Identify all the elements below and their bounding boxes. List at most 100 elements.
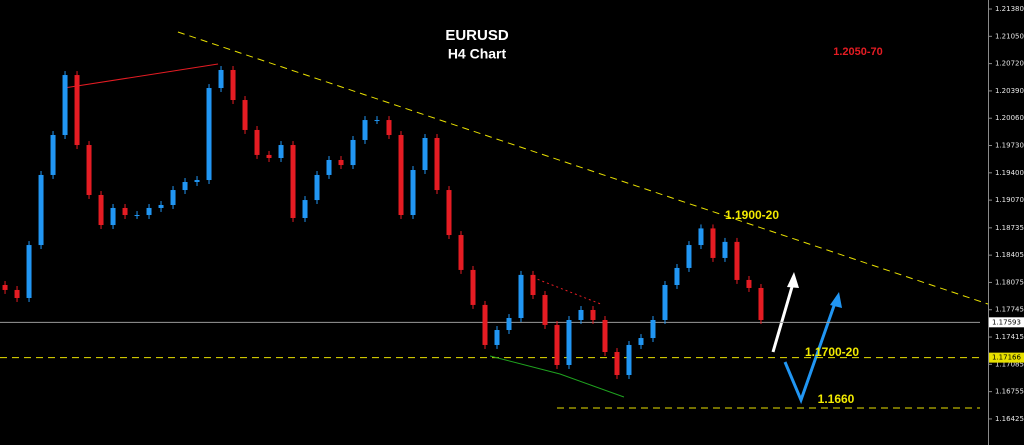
candle-body bbox=[698, 228, 704, 246]
candle-body bbox=[14, 289, 20, 298]
candle-body bbox=[314, 174, 320, 201]
arrows bbox=[771, 272, 842, 405]
candle-body bbox=[62, 75, 68, 136]
candle-body bbox=[38, 174, 44, 246]
candle-body bbox=[458, 235, 464, 270]
candle-body bbox=[566, 319, 572, 366]
y-tick-label: 1.17085 bbox=[995, 360, 1024, 368]
y-tick-label: 1.16755 bbox=[995, 388, 1024, 396]
blue-arrow bbox=[783, 299, 838, 405]
candle-body bbox=[170, 190, 176, 206]
candle-body bbox=[2, 285, 8, 290]
candle-body bbox=[398, 135, 404, 216]
candle-body bbox=[386, 120, 392, 136]
candle-body bbox=[554, 324, 560, 366]
candle-body bbox=[290, 145, 296, 218]
y-tick-label: 1.21380 bbox=[995, 5, 1024, 13]
y-tick-label: 1.19070 bbox=[995, 196, 1024, 204]
trend-line bbox=[532, 277, 603, 305]
y-tick-label: 1.20060 bbox=[995, 114, 1024, 122]
candle-body bbox=[122, 207, 128, 216]
candle-body bbox=[626, 344, 632, 376]
annotation: 1.1700-20 bbox=[805, 345, 859, 359]
y-tick-label: 1.19730 bbox=[995, 142, 1024, 150]
candle-body bbox=[494, 330, 500, 345]
candle-body bbox=[26, 245, 32, 298]
candle-body bbox=[590, 309, 596, 320]
candle-body bbox=[734, 241, 740, 280]
price-marker-label: 1.17166 bbox=[992, 354, 1021, 362]
chart-title: EURUSD bbox=[445, 27, 509, 44]
candle-body bbox=[686, 245, 692, 268]
annotation: 1.1900-20 bbox=[725, 208, 779, 222]
candle-body bbox=[134, 215, 140, 217]
candle-body bbox=[578, 309, 584, 320]
white-arrowhead bbox=[787, 272, 799, 288]
y-tick-label: 1.17745 bbox=[995, 306, 1024, 314]
candle-body bbox=[326, 159, 332, 175]
candle-body bbox=[758, 287, 764, 320]
candle-body bbox=[278, 145, 284, 159]
chart-subtitle: H4 Chart bbox=[448, 46, 507, 62]
candle-body bbox=[518, 274, 524, 319]
candle-body bbox=[350, 139, 356, 166]
y-tick-label: 1.18405 bbox=[995, 251, 1024, 259]
candle-body bbox=[230, 69, 236, 101]
candle-body bbox=[638, 338, 644, 345]
candle-body bbox=[506, 318, 512, 331]
candle-body bbox=[50, 135, 56, 175]
candle-body bbox=[110, 207, 116, 226]
trend-line bbox=[63, 63, 219, 89]
candle-body bbox=[482, 304, 488, 345]
candle-body bbox=[182, 182, 188, 191]
y-tick-label: 1.16425 bbox=[995, 415, 1024, 423]
candle-body bbox=[542, 295, 548, 325]
price-marker-box bbox=[989, 317, 1024, 328]
blue-arrowhead bbox=[830, 292, 842, 308]
candle-body bbox=[662, 285, 668, 320]
y-tick-label: 1.19400 bbox=[995, 169, 1024, 177]
candle-body bbox=[254, 129, 260, 155]
candle-body bbox=[650, 319, 656, 339]
candle-body bbox=[146, 207, 152, 216]
price-marker-box bbox=[989, 352, 1024, 363]
y-tick-label: 1.17415 bbox=[995, 333, 1024, 341]
price-marker-label: 1.17593 bbox=[992, 318, 1021, 326]
y-tick-label: 1.21050 bbox=[995, 32, 1024, 40]
y-tick-label: 1.20390 bbox=[995, 87, 1024, 95]
candle-body bbox=[74, 75, 80, 146]
candle-body bbox=[614, 352, 620, 376]
y-tick-label: 1.18735 bbox=[995, 224, 1024, 232]
candle-body bbox=[362, 120, 368, 140]
candle-body bbox=[710, 228, 716, 258]
candle-body bbox=[374, 120, 380, 122]
candle-body bbox=[158, 205, 164, 208]
candle-body bbox=[338, 159, 344, 166]
candles bbox=[2, 66, 764, 379]
candle-body bbox=[218, 69, 224, 89]
candle-body bbox=[530, 274, 536, 296]
candle-body bbox=[410, 170, 416, 216]
y-tick-label: 1.18075 bbox=[995, 278, 1024, 286]
candle-body bbox=[446, 190, 452, 236]
candle-body bbox=[194, 180, 200, 183]
y-tick-label: 1.20720 bbox=[995, 60, 1024, 68]
candle-body bbox=[206, 88, 212, 181]
candle-body bbox=[722, 241, 728, 258]
candle-body bbox=[242, 100, 248, 130]
candle-body bbox=[746, 279, 752, 288]
trend-line bbox=[177, 31, 989, 305]
candle-body bbox=[674, 267, 680, 286]
candle-body bbox=[86, 145, 92, 195]
candle-body bbox=[266, 154, 272, 159]
candle-body bbox=[98, 194, 104, 226]
annotation: 1.2050-70 bbox=[833, 46, 883, 58]
annotation: 1.1660 bbox=[818, 392, 855, 406]
candle-body bbox=[470, 269, 476, 305]
trend-line bbox=[489, 355, 625, 398]
candle-body bbox=[422, 137, 428, 171]
candle-body bbox=[602, 319, 608, 353]
